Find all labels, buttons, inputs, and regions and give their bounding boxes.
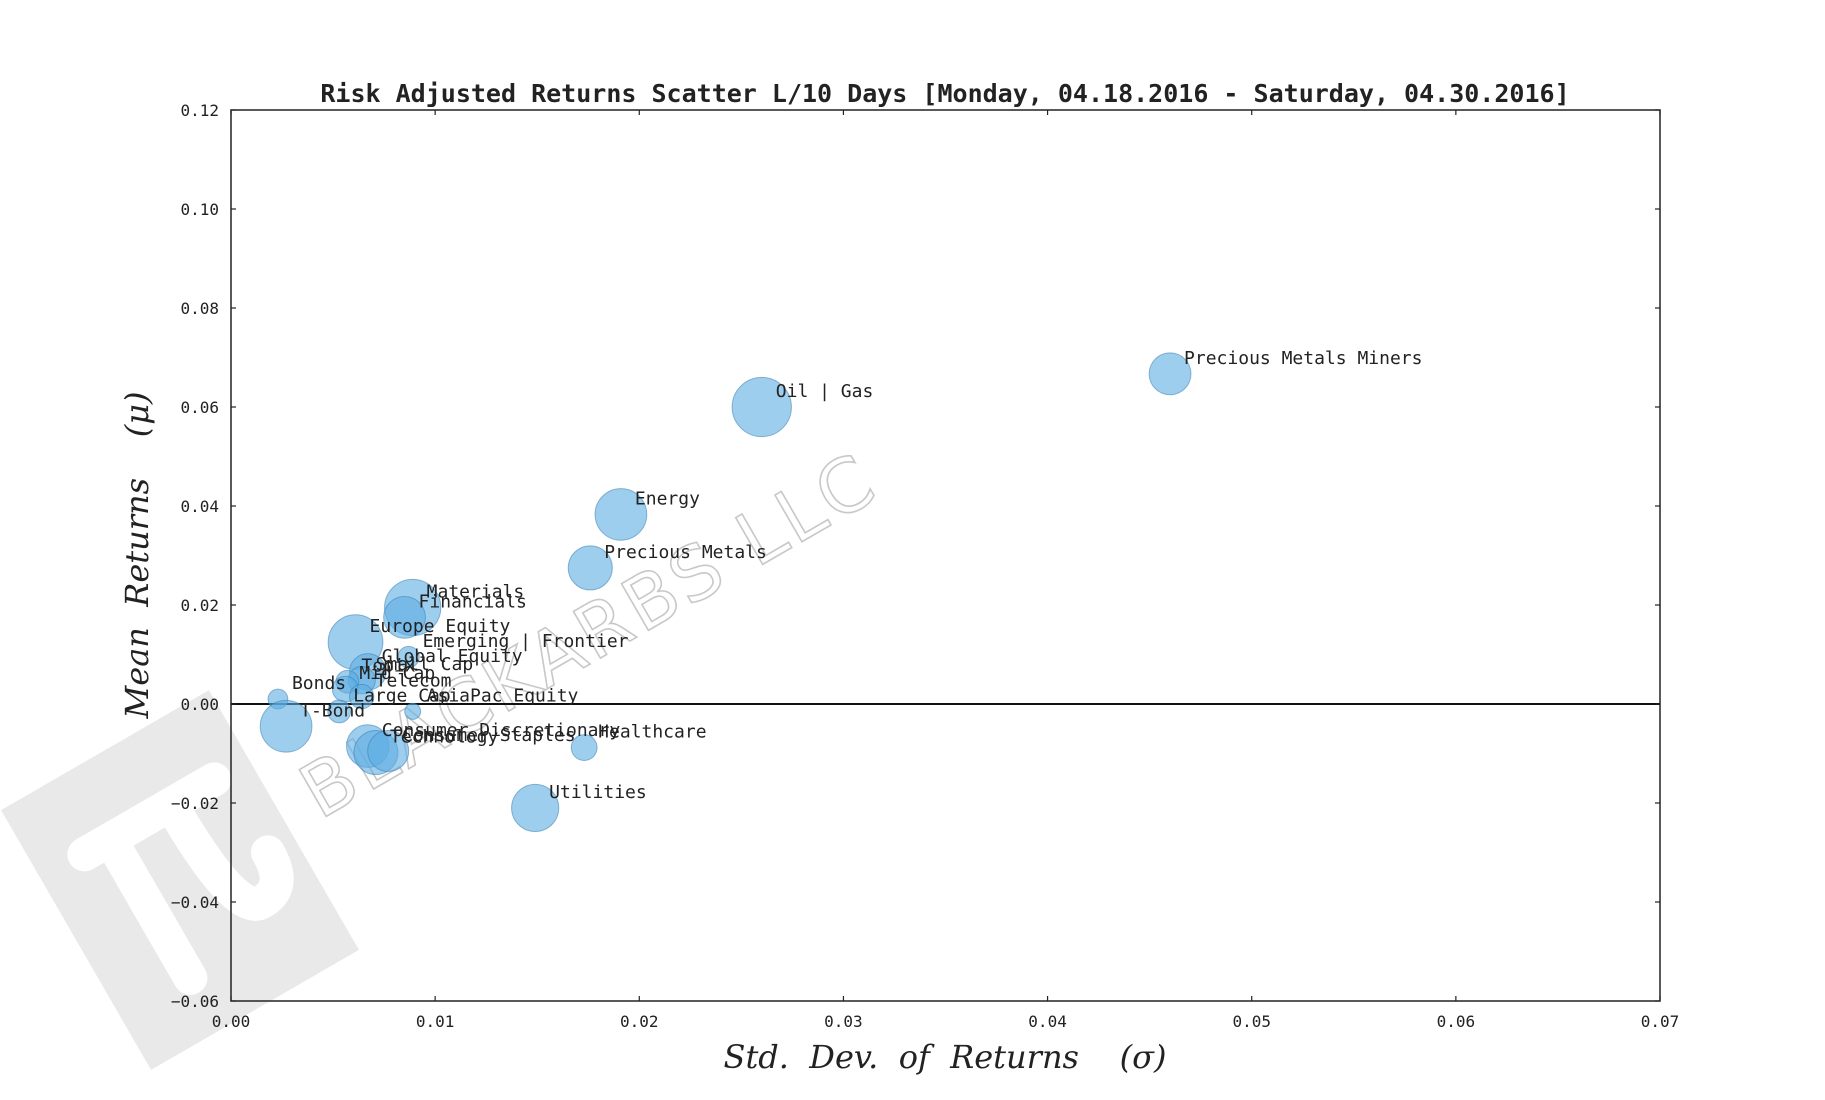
- y-tick-label: 0.08: [180, 299, 219, 318]
- x-axis-label: Std. Dev. of Returns (σ): [724, 1038, 1167, 1076]
- point-label: Topix: [361, 656, 415, 677]
- point-label: T-Bond: [300, 700, 365, 721]
- plot-frame: [230, 109, 1661, 1002]
- point-labels: Precious Metals Miners Oil | Gas Energy Pre…: [292, 348, 1423, 803]
- point-label: Telecom: [376, 671, 452, 692]
- chart-title: Risk Adjusted Returns Scatter L/10 Days …: [320, 79, 1569, 108]
- y-tick-label: 0.10: [180, 200, 219, 219]
- data-point: [397, 645, 420, 669]
- data-point: [367, 730, 410, 773]
- data-point: [259, 699, 313, 753]
- data-point: [1148, 352, 1192, 396]
- y-tick-label: 0.12: [180, 101, 219, 120]
- x-tick-label: 0.07: [1641, 1012, 1680, 1031]
- data-point: [570, 734, 598, 761]
- y-axis-label: Mean Returns (μ): [118, 391, 156, 719]
- x-tick-label: 0.03: [824, 1012, 863, 1031]
- point-label: Bonds: [292, 673, 346, 694]
- data-point: [567, 545, 613, 591]
- watermark-logo: [1, 690, 359, 1070]
- data-point: [731, 376, 792, 438]
- point-label: Financials: [419, 591, 527, 612]
- point-label: Technology: [390, 727, 499, 748]
- point-label: Precious Metals: [604, 542, 767, 563]
- point-label: Global Equity: [382, 646, 523, 667]
- x-tick-label: 0.04: [1028, 1012, 1067, 1031]
- y-tick-label: −0.06: [171, 992, 219, 1011]
- x-tick-label: 0.06: [1437, 1012, 1476, 1031]
- point-label: Utilities: [549, 782, 647, 803]
- point-label: Large Cap: [353, 685, 451, 706]
- y-tick-label: 0.04: [180, 497, 219, 516]
- point-label: Healthcare: [598, 722, 706, 743]
- point-label: AsiaPac Equity: [427, 685, 579, 706]
- data-point: [594, 488, 648, 541]
- point-label: Emerging | Frontier: [423, 631, 629, 652]
- y-tick-label: −0.02: [171, 794, 219, 813]
- y-tick-label: 0.02: [180, 596, 219, 615]
- y-tick-label: −0.04: [171, 893, 219, 912]
- point-label: Energy: [635, 488, 700, 509]
- data-points: [259, 352, 1192, 833]
- point-label: Consumer Staples: [402, 725, 575, 746]
- point-label: Mid Cap: [359, 663, 435, 684]
- data-point: [404, 702, 422, 720]
- point-label: Oil | Gas: [776, 381, 874, 402]
- data-point: [348, 683, 375, 710]
- point-label: Europe Equity: [370, 616, 511, 637]
- point-label: Small Cap: [376, 654, 474, 675]
- point-label: Materials: [427, 581, 525, 602]
- data-point: [327, 699, 352, 724]
- x-tick-label: 0.02: [620, 1012, 659, 1031]
- point-label: Consumer Discretionary: [382, 720, 621, 741]
- y-tick-label: 0.06: [180, 398, 219, 417]
- y-tick-label: 0.00: [180, 695, 219, 714]
- axis-ticks: 0.00 0.01 0.02 0.03 0.04 0.05 0.06 0.07 −0.06 −0.…: [171, 101, 1679, 1031]
- data-point: [383, 595, 426, 639]
- x-tick-label: 0.00: [212, 1012, 251, 1031]
- point-label: Precious Metals Miners: [1184, 348, 1422, 369]
- x-tick-label: 0.05: [1232, 1012, 1271, 1031]
- x-tick-label: 0.01: [416, 1012, 455, 1031]
- data-point: [511, 783, 560, 833]
